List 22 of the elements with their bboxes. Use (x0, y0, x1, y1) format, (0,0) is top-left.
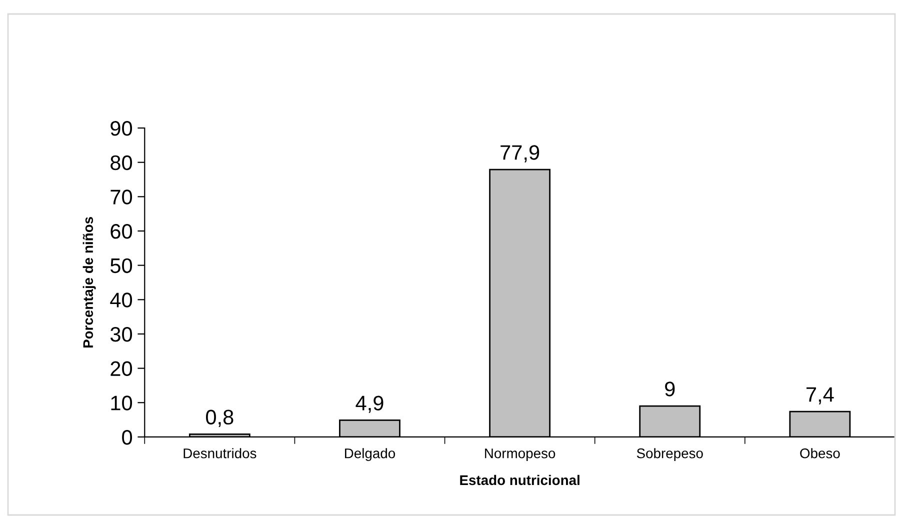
data-label: 0,8 (206, 410, 234, 427)
y-tick-label: 90 (110, 121, 132, 136)
y-tick-label: 30 (110, 326, 132, 342)
x-tick-label: Delgado (345, 448, 396, 462)
y-axis-title: Porcentaje de niños (82, 217, 96, 348)
x-axis-title: Estado nutricional (460, 474, 580, 486)
y-tick-label: 80 (110, 155, 132, 170)
y-tick-label: 10 (111, 396, 132, 410)
y-tick-label: 50 (110, 258, 132, 274)
data-label: 77,9 (500, 145, 540, 162)
x-tick-label: Obeso (800, 448, 840, 458)
x-tick-label: Normopeso (485, 448, 556, 462)
data-label: 7,4 (806, 387, 834, 404)
x-tick-label: Desnutridos (184, 448, 256, 458)
data-label: 9 (665, 382, 675, 396)
y-tick-label: 20 (110, 361, 132, 376)
data-label: 4,9 (356, 396, 384, 413)
x-tick-label: Sobrepeso (636, 448, 703, 462)
y-tick-label: 70 (110, 190, 132, 204)
y-tick-label: 40 (110, 292, 132, 308)
y-tick-label: 60 (110, 224, 132, 239)
y-tick-label: 0 (122, 430, 132, 445)
